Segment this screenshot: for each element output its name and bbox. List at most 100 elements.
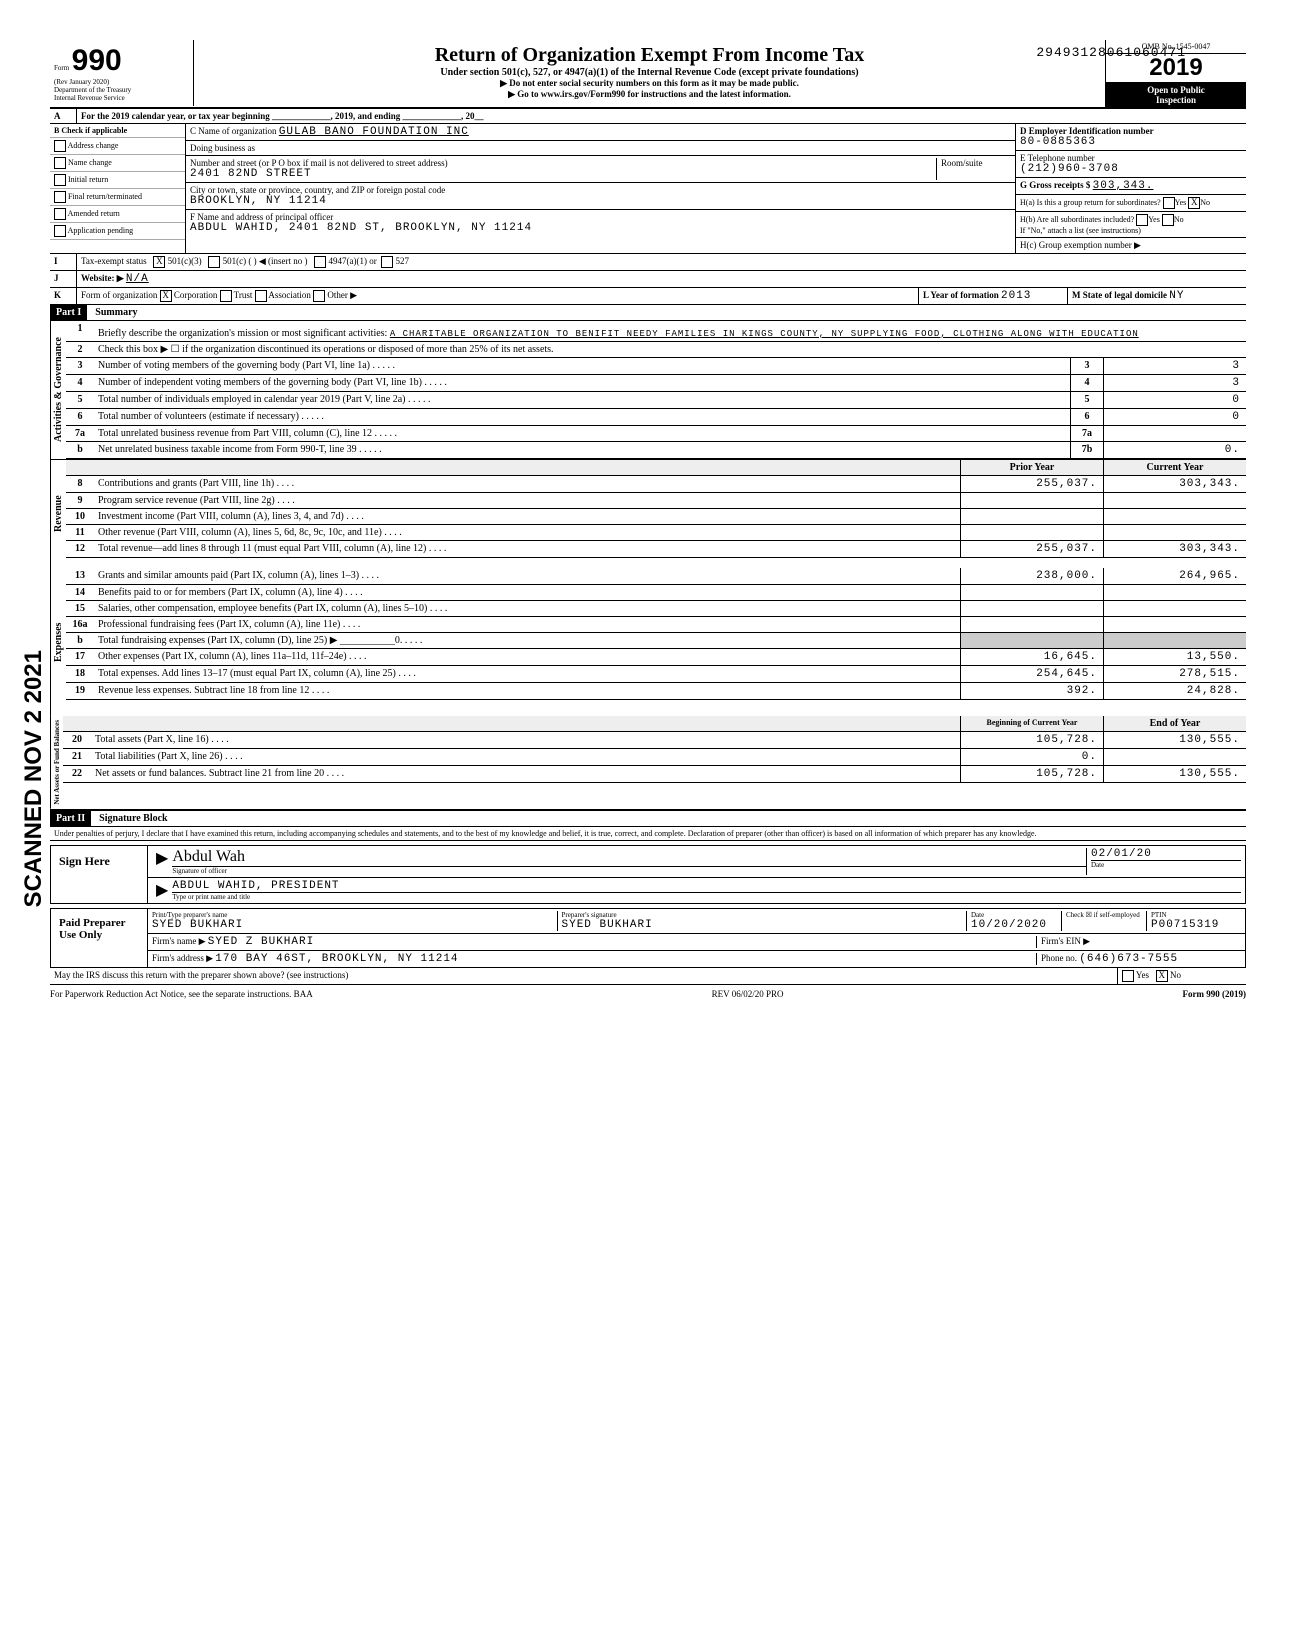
line-desc: Total assets (Part X, line 16) . . . . (91, 732, 960, 748)
prior-value: 254,645. (960, 666, 1103, 682)
opt-501c3[interactable]: 501(c)(3) (168, 256, 202, 266)
check-final[interactable]: Final return/terminated (68, 192, 142, 201)
line-desc: Total unrelated business revenue from Pa… (94, 426, 1070, 441)
paid-preparer-section: Paid Preparer Use Only Print/Type prepar… (50, 908, 1246, 968)
current-value: 24,828. (1103, 683, 1246, 699)
website-value: N/A (126, 273, 149, 285)
current-value (1103, 601, 1246, 616)
officer: ABDUL WAHID, 2401 82ND ST, BROOKLYN, NY … (190, 222, 1011, 234)
prior-value: 392. (960, 683, 1103, 699)
part2-subtitle: Signature Block (91, 811, 175, 826)
prior-year-label: Prior Year (960, 460, 1103, 475)
tax-status-label: Tax-exempt status (81, 256, 147, 266)
self-employed-check[interactable]: Check ☒ if self-employed (1062, 911, 1147, 931)
org-name: GULAB BANO FOUNDATION INC (279, 126, 469, 138)
g-label: G Gross receipts $ (1020, 180, 1090, 190)
line-k: K (50, 288, 77, 304)
ha-label: H(a) Is this a group return for subordin… (1020, 198, 1161, 207)
prior-value: 255,037. (960, 541, 1103, 557)
penalty-text: Under penalties of perjury, I declare th… (50, 827, 1246, 841)
firm-addr-label: Firm's address ▶ (152, 953, 213, 963)
line-desc: Total liabilities (Part X, line 26) . . … (91, 749, 960, 765)
end-year-label: End of Year (1103, 716, 1246, 731)
current-value: 303,343. (1103, 476, 1246, 492)
prior-value (960, 509, 1103, 524)
line-desc: Number of independent voting members of … (94, 375, 1070, 391)
check-name[interactable]: Name change (68, 158, 112, 167)
line-desc: Salaries, other compensation, employee b… (94, 601, 960, 616)
part1-title: Part I (50, 305, 87, 320)
line-a-label: A (50, 109, 77, 123)
sign-here-label: Sign Here (51, 846, 148, 903)
line-value (1103, 426, 1246, 441)
line-box: 3 (1070, 358, 1103, 374)
m-value: NY (1169, 290, 1184, 302)
line-desc: Revenue less expenses. Subtract line 18 … (94, 683, 960, 699)
line-num: b (66, 442, 94, 458)
part2-title: Part II (50, 811, 91, 826)
check-address[interactable]: Address change (68, 141, 119, 150)
l-label: L Year of formation (923, 290, 999, 300)
street: 2401 82ND STREET (190, 168, 936, 180)
prep-phone: (646)673-7555 (1079, 953, 1178, 965)
check-pending[interactable]: Application pending (68, 226, 134, 235)
prior-value: 105,728. (960, 732, 1103, 748)
line-num: 7a (66, 426, 94, 441)
line-value: 0 (1103, 392, 1246, 408)
line-num: 10 (66, 509, 94, 524)
prior-value: 105,728. (960, 766, 1103, 782)
section-b-h: B Check if applicable Address change Nam… (50, 124, 1246, 254)
side-net: Net Assets or Fund Balances (50, 716, 63, 809)
opt-other[interactable]: Other ▶ (327, 290, 357, 300)
current-value (1103, 525, 1246, 540)
opt-corp[interactable]: Corporation (174, 290, 218, 300)
l-value: 2013 (1001, 290, 1031, 302)
line1-text: A CHARITABLE ORGANIZATION TO BENIFIT NEE… (390, 329, 1139, 339)
street-label: Number and street (or P O box if mail is… (190, 158, 936, 168)
current-value: 278,515. (1103, 666, 1246, 682)
open-public-1: Open to Public (1108, 85, 1244, 95)
opt-4947[interactable]: 4947(a)(1) or (329, 256, 377, 266)
current-value: 130,555. (1103, 732, 1246, 748)
line-num: 16a (66, 617, 94, 632)
form-org-label: Form of organization (81, 290, 157, 300)
line-desc: Grants and similar amounts paid (Part IX… (94, 568, 960, 584)
instr-2: ▶ Go to www.irs.gov/Form990 for instruct… (202, 89, 1097, 100)
arrow-icon-2: ▶ (152, 880, 172, 901)
instr-1: ▶ Do not enter social security numbers o… (202, 78, 1097, 89)
line-num: 6 (66, 409, 94, 425)
line-desc: Total number of individuals employed in … (94, 392, 1070, 408)
opt-501c[interactable]: 501(c) ( ) ◀ (insert no ) (223, 256, 308, 266)
sig-label: Signature of officer (172, 866, 1086, 875)
dba-label: Doing business as (190, 143, 255, 153)
officer-name: ABDUL WAHID, PRESIDENT (172, 880, 1241, 892)
opt-assoc[interactable]: Association (268, 290, 311, 300)
current-value (1103, 749, 1246, 765)
line-desc: Total revenue—add lines 8 through 11 (mu… (94, 541, 960, 557)
prior-value (960, 617, 1103, 632)
open-public-2: Inspection (1108, 95, 1244, 105)
subtitle: Under section 501(c), 527, or 4947(a)(1)… (202, 67, 1097, 78)
check-amended[interactable]: Amended return (68, 209, 120, 218)
date-label: Date (1091, 860, 1241, 869)
f-label: F Name and address of principal officer (190, 212, 1011, 222)
check-initial[interactable]: Initial return (68, 175, 108, 184)
hc-label: H(c) Group exemption number ▶ (1016, 238, 1246, 253)
print-label: Print/Type preparer's name (152, 911, 557, 919)
gross-receipts: 303,343. (1093, 180, 1154, 192)
preparer-print-name: SYED BUKHARI (152, 919, 557, 931)
prep-sig-label: Preparer's signature (562, 911, 967, 919)
line-2-desc: Check this box ▶ ☐ if the organization d… (94, 342, 1246, 357)
line-desc: Total fundraising expenses (Part IX, col… (94, 633, 960, 648)
opt-527[interactable]: 527 (395, 256, 409, 266)
stamp-number: 29493128061060471 (1036, 45, 1186, 60)
current-year-label: Current Year (1103, 460, 1246, 475)
opt-trust[interactable]: Trust (234, 290, 253, 300)
ein: 80-0885363 (1020, 136, 1096, 148)
prior-value: 255,037. (960, 476, 1103, 492)
prior-value (960, 493, 1103, 508)
rev-date: REV 06/02/20 PRO (712, 989, 784, 999)
line-num: 13 (66, 568, 94, 584)
line-a-text: For the 2019 calendar year, or tax year … (77, 109, 1246, 123)
line-desc: Contributions and grants (Part VIII, lin… (94, 476, 960, 492)
